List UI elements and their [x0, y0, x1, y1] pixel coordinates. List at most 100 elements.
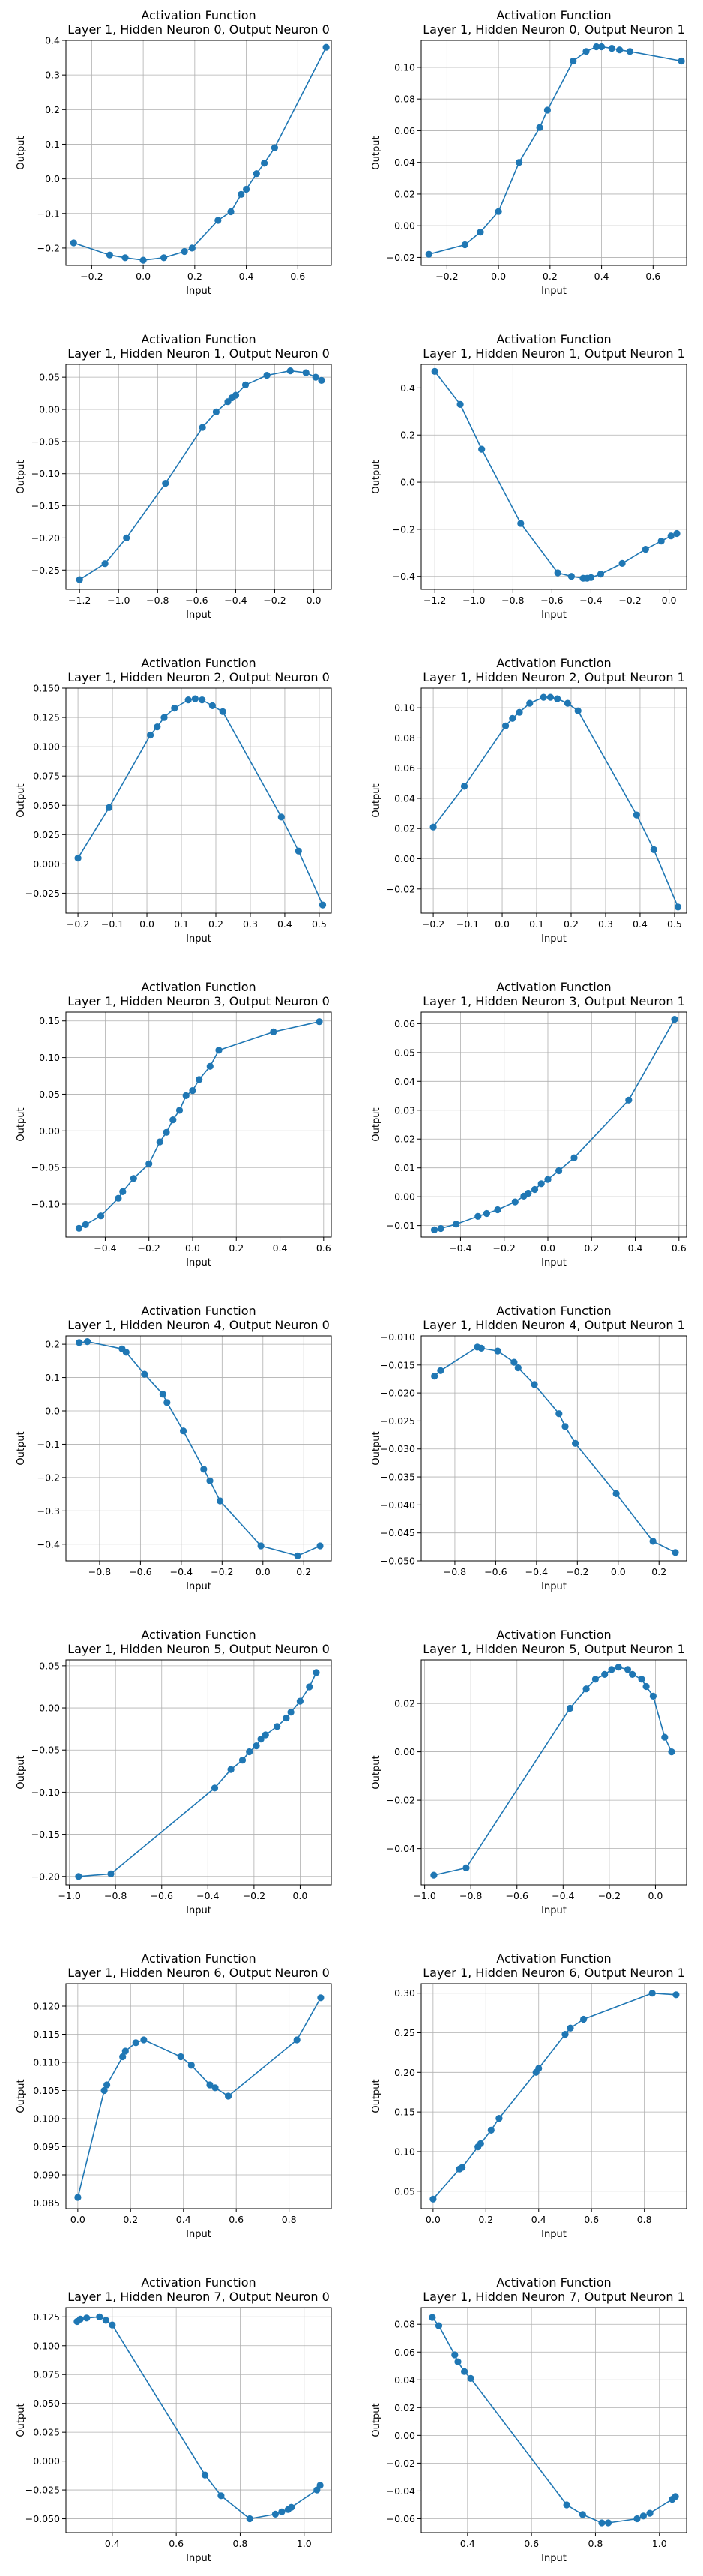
data-point — [139, 256, 147, 264]
x-tick-label: 0.2 — [187, 271, 202, 282]
y-tick-label: 0.00 — [394, 853, 415, 864]
x-tick-label: 0.6 — [584, 2214, 599, 2225]
y-tick-label: 0.0 — [400, 477, 415, 488]
data-point — [76, 2315, 84, 2323]
x-tick-label: −0.2 — [598, 1890, 621, 1901]
data-point — [642, 1682, 650, 1691]
data-point — [672, 2493, 679, 2500]
y-axis-label: Output — [371, 460, 382, 493]
data-point — [171, 705, 178, 712]
x-tick-label: −0.6 — [540, 595, 563, 606]
data-point — [582, 1685, 590, 1693]
y-tick-label: 0.110 — [33, 2057, 60, 2068]
chart-title: Activation Function — [496, 656, 611, 670]
x-axis-label: Input — [541, 933, 567, 945]
data-point — [597, 571, 605, 578]
data-point — [121, 254, 129, 262]
data-point — [672, 1991, 680, 1999]
data-point — [431, 367, 438, 375]
chart-title: Activation Function — [141, 1628, 256, 1642]
y-tick-label: 0.0 — [45, 173, 60, 184]
chart-title: Activation Function — [141, 8, 256, 22]
data-point — [570, 57, 577, 65]
data-point — [625, 1096, 633, 1104]
x-tick-label: −0.2 — [138, 1242, 160, 1254]
x-tick-label: 0.4 — [531, 2214, 546, 2225]
y-tick-label: 0.100 — [33, 2113, 60, 2125]
y-tick-label: 0.1 — [45, 1372, 60, 1383]
data-point — [579, 2511, 587, 2518]
plot-frame — [65, 364, 332, 590]
data-point — [76, 1339, 83, 1346]
data-point — [121, 2047, 129, 2055]
data-point — [83, 2314, 91, 2322]
data-point — [495, 2115, 503, 2122]
data-point — [82, 1221, 89, 1228]
data-point — [514, 1364, 522, 1372]
data-point — [649, 1538, 657, 1545]
data-point — [633, 2515, 641, 2523]
x-tick-label: 0.0 — [307, 595, 322, 606]
y-tick-label: 0.04 — [394, 1076, 415, 1087]
chart-title: Activation Function — [496, 8, 611, 22]
x-tick-label: 0.0 — [185, 1242, 200, 1254]
data-point — [516, 708, 523, 716]
data-point — [270, 1028, 277, 1035]
data-point — [615, 1664, 622, 1671]
y-tick-label: 0.04 — [394, 2374, 415, 2386]
data-point — [570, 1154, 578, 1161]
y-tick-label: −0.025 — [381, 1415, 415, 1427]
x-tick-label: 0.4 — [633, 918, 648, 930]
x-tick-label: −0.4 — [94, 1242, 116, 1254]
data-point — [460, 783, 468, 790]
data-point — [294, 1552, 301, 1559]
data-point — [626, 48, 634, 55]
data-point — [253, 170, 260, 178]
y-tick-label: 0.10 — [394, 2146, 415, 2157]
y-tick-label: 0.4 — [400, 382, 415, 394]
y-tick-label: 0.000 — [33, 2455, 60, 2467]
chart-subtitle: Layer 1, Hidden Neuron 4, Output Neuron … — [423, 1318, 685, 1332]
data-point — [199, 424, 206, 431]
y-tick-label: 0.00 — [394, 1191, 415, 1203]
y-axis-label: Output — [16, 2403, 27, 2437]
data-point — [478, 445, 486, 453]
data-point — [253, 1742, 260, 1750]
x-tick-label: 0.4 — [239, 271, 254, 282]
plot-frame — [65, 1659, 332, 1886]
data-point — [502, 722, 510, 729]
x-tick-label: 0.6 — [672, 1242, 687, 1254]
chart-subtitle: Layer 1, Hidden Neuron 1, Output Neuron … — [67, 346, 330, 361]
x-axis-label: Input — [541, 286, 567, 297]
data-point — [516, 159, 523, 166]
data-point — [238, 190, 245, 198]
data-point — [510, 1358, 518, 1366]
data-point — [317, 1994, 325, 2002]
data-point — [642, 546, 649, 553]
data-point — [145, 1160, 153, 1167]
y-tick-label: −0.25 — [31, 565, 60, 576]
y-tick-label: 0.20 — [394, 2067, 415, 2078]
data-point — [211, 2084, 219, 2092]
x-tick-label: 0.0 — [139, 918, 154, 930]
data-point — [459, 2164, 466, 2171]
data-point — [106, 251, 113, 259]
data-point — [212, 408, 220, 416]
x-tick-label: 0.2 — [478, 2214, 493, 2225]
y-tick-label: 0.02 — [394, 1698, 415, 1709]
data-point — [271, 2510, 279, 2518]
x-tick-label: −0.4 — [196, 1890, 219, 1901]
y-tick-label: −0.4 — [393, 571, 415, 582]
data-point — [160, 254, 168, 262]
y-tick-label: 0.25 — [394, 2027, 415, 2038]
data-point — [96, 2313, 103, 2320]
plot-frame — [65, 40, 332, 266]
y-axis-label: Output — [16, 1107, 27, 1141]
data-point — [477, 229, 484, 236]
chart-subtitle: Layer 1, Hidden Neuron 1, Output Neuron … — [423, 346, 685, 361]
